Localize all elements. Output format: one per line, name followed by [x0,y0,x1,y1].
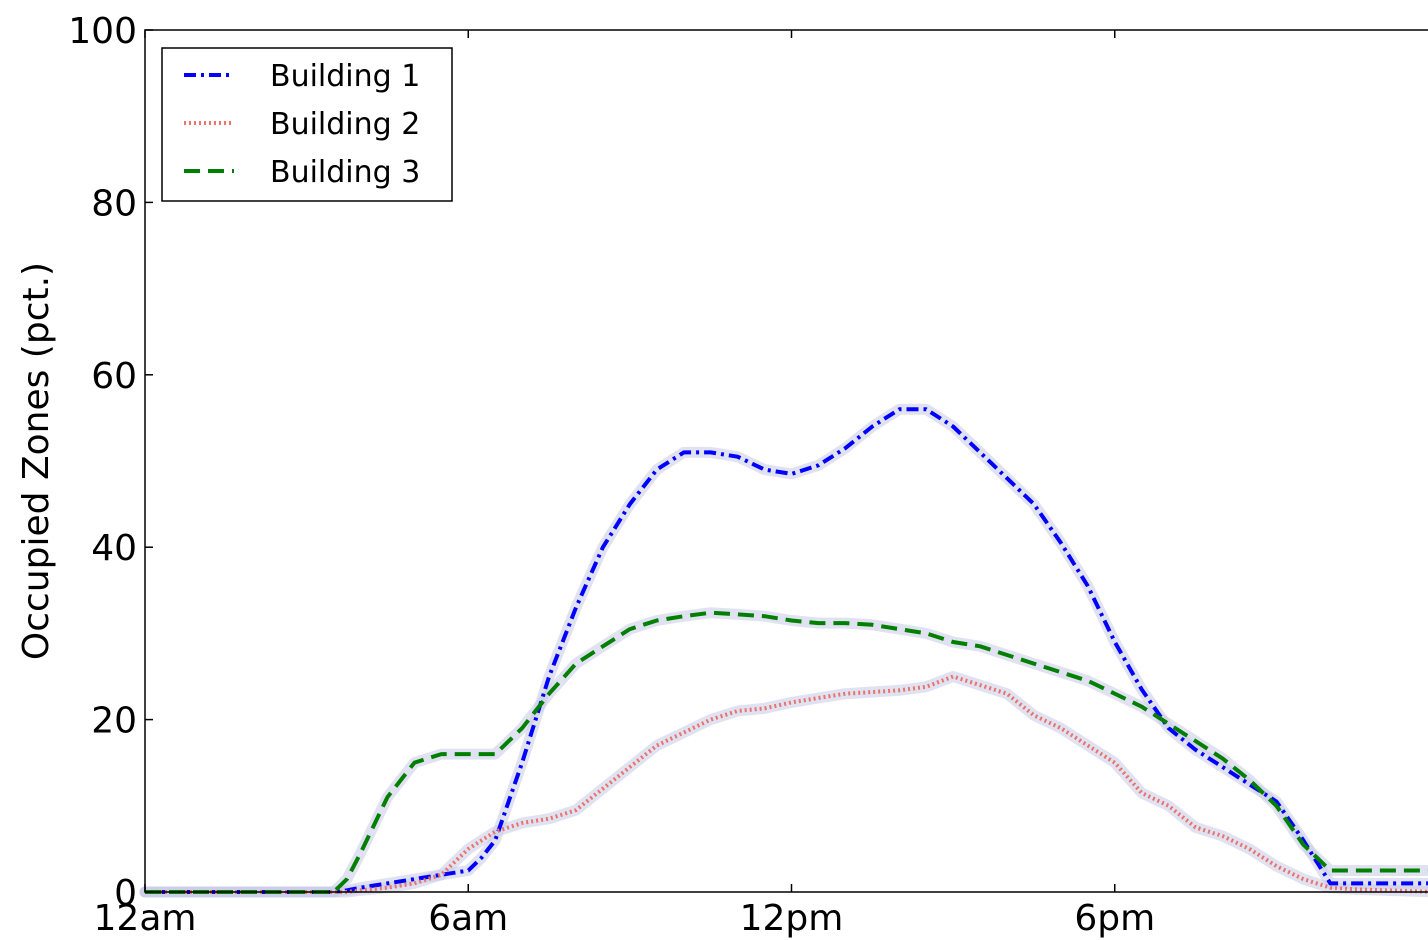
series-band-3 [139,607,1428,898]
series-line-3 [145,610,1428,894]
x-tick-label: 6am [428,898,508,939]
legend-label-3: Building 3 [270,155,420,190]
legend-label-1: Building 1 [270,59,420,94]
y-tick-label: 80 [91,183,137,224]
series-line-1 [145,407,1428,894]
y-tick-label: 40 [91,528,137,569]
series-band-2 [139,671,1428,898]
x-tick-label: 12am [94,898,197,939]
y-tick-label: 60 [91,356,137,397]
series-line-2 [145,674,1428,894]
y-tick-label: 20 [91,701,137,742]
legend-label-2: Building 2 [270,107,420,142]
y-tick-label: 0 [114,873,137,914]
axis-ticks: 12am 6am 12pm 6pm 0 20 40 60 80 100 [68,11,1155,939]
x-tick-label: 12pm [740,898,844,939]
series-lines [139,403,1428,898]
y-tick-label: 100 [68,11,137,52]
legend: Building 1 Building 2 Building 3 [161,47,453,202]
y-axis-label: Occupied Zones (pct.) [16,262,57,660]
x-tick-label: 6pm [1074,898,1155,939]
series-band-1 [139,403,1428,898]
